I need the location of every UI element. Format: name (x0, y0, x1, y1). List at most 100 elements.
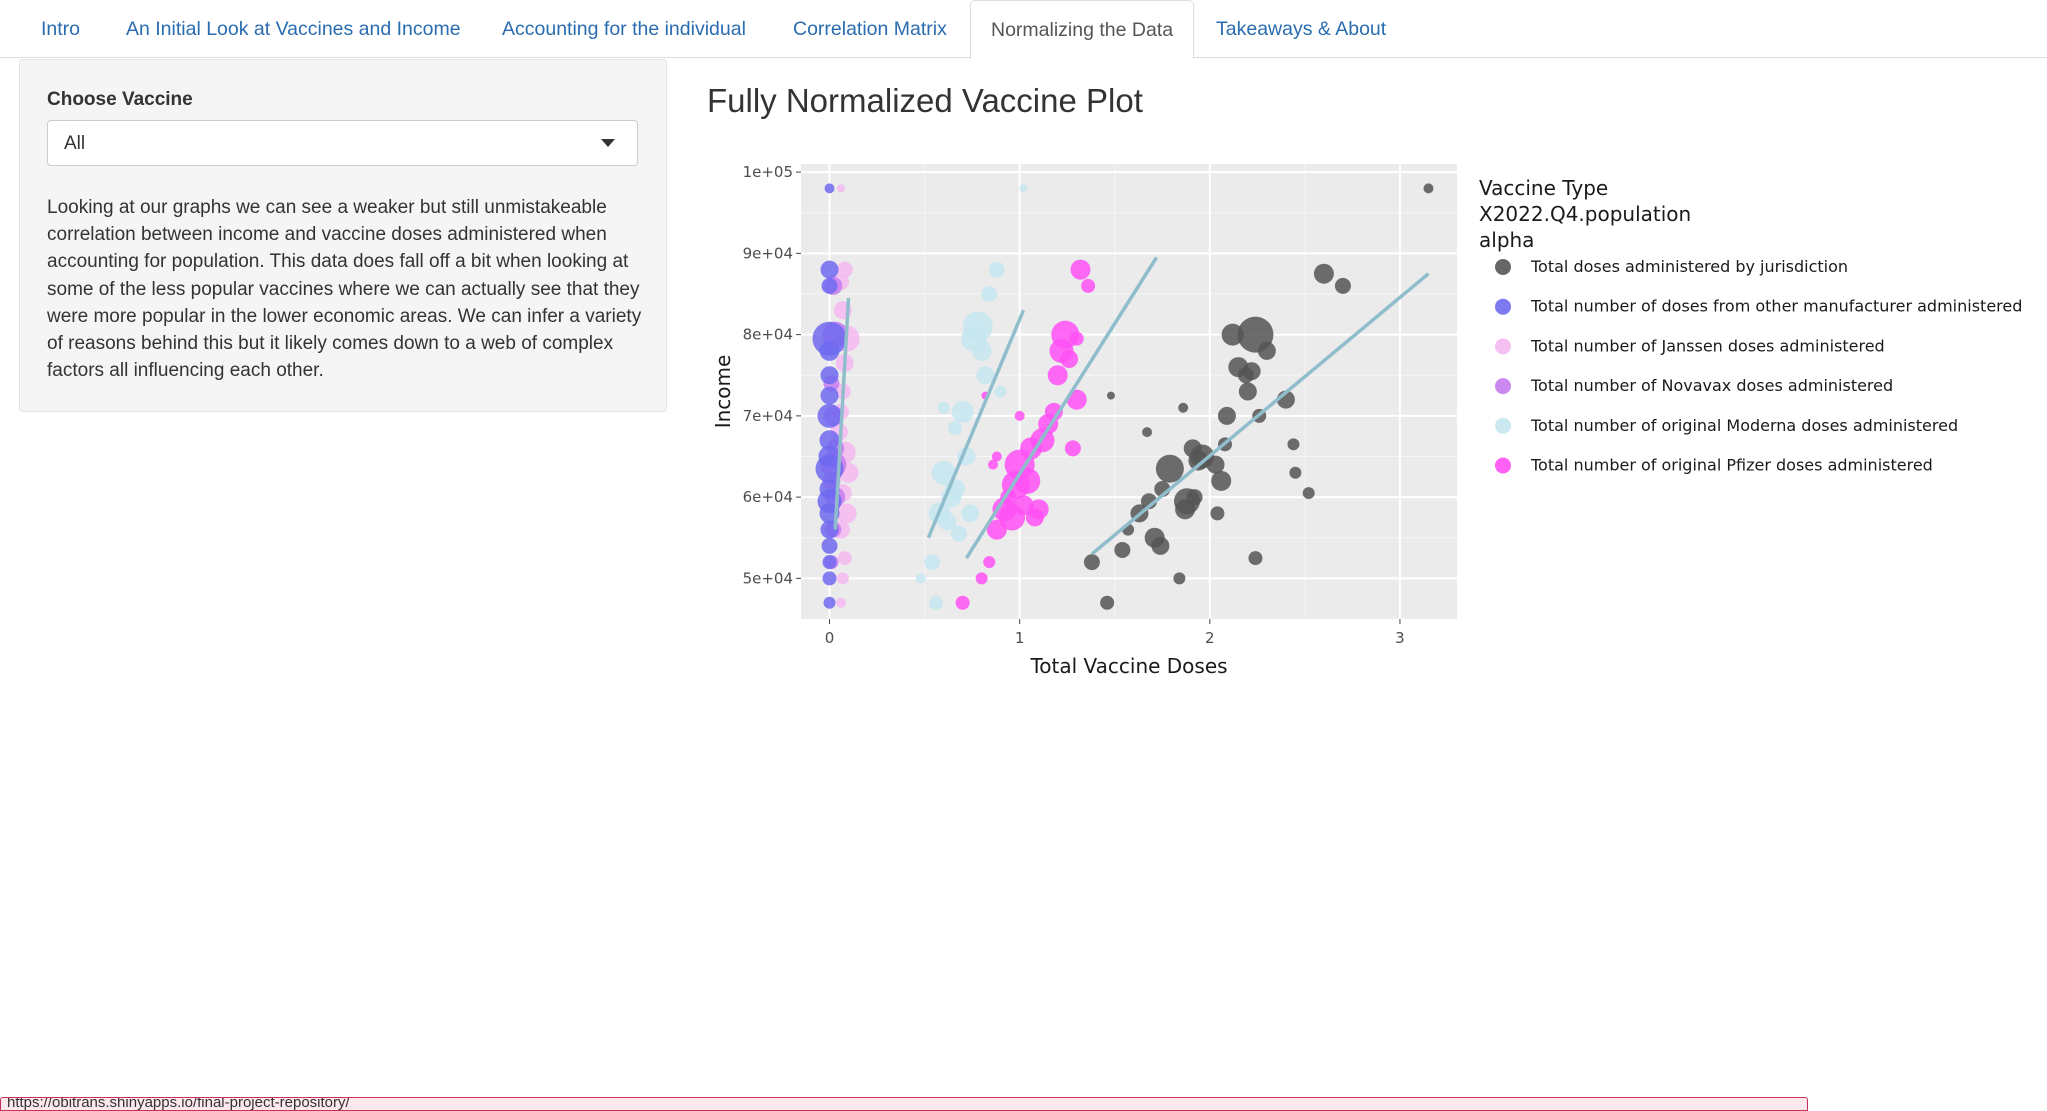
data-point (1248, 551, 1263, 566)
description-text: Looking at our graphs we can see a weake… (47, 197, 642, 382)
x-axis-title: Total Vaccine Doses (1029, 654, 1227, 678)
data-point (1014, 410, 1025, 421)
vaccine-select[interactable]: All (47, 120, 638, 166)
data-point (1013, 495, 1034, 516)
data-point (822, 571, 837, 586)
legend-label: Total number of Janssen doses administer… (1530, 336, 1885, 355)
data-point (820, 366, 839, 385)
legend-label: Total number of original Moderna doses a… (1530, 416, 1958, 435)
x-tick-label: 3 (1395, 629, 1405, 647)
trend-line (964, 256, 1159, 559)
legend-label: Total number of Novavax doses administer… (1530, 376, 1893, 395)
data-point (988, 261, 1005, 278)
trend-line (926, 309, 1026, 539)
data-point (955, 595, 970, 610)
nav-tabs: Intro An Initial Look at Vaccines and In… (0, 0, 2047, 59)
data-point (1014, 467, 1041, 494)
data-point (961, 504, 980, 523)
data-point (1238, 382, 1257, 401)
data-point (1242, 362, 1261, 381)
data-point (1064, 440, 1081, 457)
data-point (1081, 278, 1096, 293)
data-point (938, 512, 957, 531)
data-point (1173, 572, 1186, 585)
choose-vaccine-label: Choose Vaccine (47, 89, 193, 110)
data-point (1028, 499, 1049, 520)
legend-swatch (1495, 259, 1511, 275)
legend-label: Total number of doses from other manufac… (1530, 297, 2022, 316)
data-point (1060, 350, 1079, 368)
vaccine-select-value: All (64, 133, 86, 154)
data-point (1211, 470, 1232, 491)
status-url: https://obitrans.shinyapps.io/final-proj… (7, 1097, 350, 1111)
data-point (1070, 259, 1091, 280)
legend-swatch (1495, 298, 1511, 315)
legend-swatch (1495, 338, 1511, 355)
data-point (823, 596, 836, 609)
x-tick-label: 1 (1015, 629, 1025, 647)
data-point (1206, 455, 1225, 474)
legend-swatch (1495, 378, 1511, 395)
tab-normalizing-data[interactable]: Normalizing the Data (970, 0, 1195, 59)
tab-intro[interactable]: Intro (41, 18, 81, 40)
data-point (1106, 391, 1115, 400)
y-axis-title: Income (711, 355, 735, 429)
x-tick-label: 2 (1205, 629, 1215, 647)
chevron-down-icon[interactable] (601, 139, 615, 147)
data-point (937, 401, 950, 414)
data-point (951, 400, 974, 423)
data-point (818, 445, 841, 468)
data-point (824, 183, 835, 194)
y-tick-label: 8e+04 (743, 326, 793, 344)
data-point (915, 573, 926, 584)
data-point (924, 554, 941, 571)
data-point (820, 260, 839, 279)
data-point (820, 386, 839, 405)
tab-correlation-matrix[interactable]: Correlation Matrix (793, 18, 947, 40)
data-point (948, 421, 963, 436)
y-tick-label: 6e+04 (743, 488, 793, 506)
data-point (1334, 277, 1351, 294)
data-point (821, 277, 838, 294)
data-point (983, 556, 996, 569)
tab-initial-look[interactable]: An Initial Look at Vaccines and Income (126, 18, 461, 40)
data-point (1257, 341, 1276, 360)
data-point (1100, 595, 1115, 610)
data-point (1217, 406, 1236, 425)
data-point (822, 555, 837, 570)
data-point (821, 537, 838, 554)
data-point (931, 460, 956, 485)
data-point (1186, 489, 1203, 506)
data-point (1155, 454, 1184, 483)
legend-title: X2022.Q4.population (1479, 202, 1691, 226)
y-tick-label: 7e+04 (743, 407, 793, 425)
data-point (1047, 365, 1068, 386)
tab-accounting-individual[interactable]: Accounting for the individual (502, 18, 746, 40)
page-title: Fully Normalized Vaccine Plot (707, 82, 1143, 119)
trend-line (1090, 272, 1430, 556)
data-point (971, 340, 992, 361)
data-point (837, 551, 852, 566)
data-point (991, 451, 1002, 462)
legend-title: Vaccine Type (1479, 176, 1608, 200)
y-tick-label: 5e+04 (743, 569, 793, 587)
data-point (1069, 331, 1084, 346)
data-point (1178, 402, 1189, 413)
data-point (1423, 183, 1434, 194)
data-point (1302, 487, 1315, 500)
data-point (836, 503, 857, 524)
data-point (835, 597, 846, 608)
data-point (976, 366, 995, 385)
tab-takeaways-about[interactable]: Takeaways & About (1216, 18, 1387, 40)
trend-line (833, 297, 851, 530)
plot-panel (801, 164, 1457, 619)
legend-swatch (1495, 417, 1511, 434)
data-point (819, 430, 840, 451)
legend-title: alpha (1479, 228, 1534, 252)
data-point (994, 385, 1007, 398)
legend-label: Total number of original Pfizer doses ad… (1530, 456, 1933, 475)
data-point (1019, 184, 1028, 193)
data-point (1221, 323, 1244, 346)
data-point (981, 286, 998, 302)
legend-label: Total doses administered by jurisdiction (1530, 257, 1848, 276)
